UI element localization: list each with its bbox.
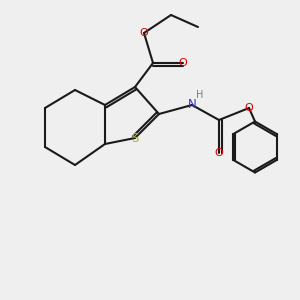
- Text: N: N: [188, 98, 196, 112]
- Text: O: O: [214, 148, 224, 158]
- Text: H: H: [196, 89, 203, 100]
- Text: O: O: [244, 103, 253, 113]
- Text: O: O: [178, 58, 188, 68]
- Text: S: S: [131, 131, 139, 145]
- Text: O: O: [140, 28, 148, 38]
